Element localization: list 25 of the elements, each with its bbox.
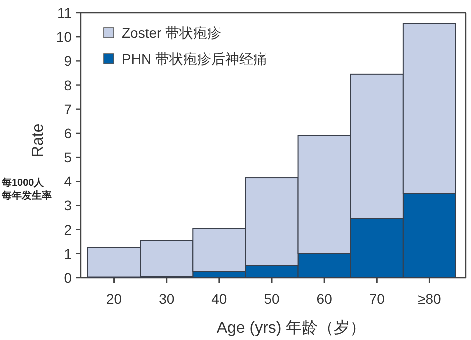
y-tick-label: 11 [57,5,72,21]
text: 每年发生率 [1,190,52,202]
x-tick-label: 40 [212,291,228,307]
x-axis-title: Age (yrs) 年龄（岁） [216,319,366,337]
y-tick-label: 6 [64,125,72,142]
x-tick-label: 30 [159,291,175,307]
legend-label: PHN 带状疱疹后神经痛 [122,51,268,67]
y-tick-label: 0 [64,270,72,286]
x-tick-label: 50 [264,291,280,307]
y-tick-label: 2 [64,222,72,238]
y-tick-label: 8 [64,77,72,94]
y-tick-label: 4 [64,174,72,190]
y-tick-label: 9 [64,53,72,70]
x-tick-label: 70 [369,291,386,307]
y-tick-label: 5 [64,150,72,166]
y-tick-label: 10 [56,29,72,46]
x-tick-label: ≥80 [418,291,442,307]
text: 每1000人 [1,177,46,189]
legend-label: Zoster 带状疱疹 [122,25,222,41]
y-tick-label: 1 [64,246,72,262]
x-tick-label: 20 [106,291,122,307]
y-tick-label: 7 [64,101,72,118]
y-axis-title: Rate [30,124,47,158]
x-tick-label: 60 [316,291,333,307]
y-tick-label: 3 [64,198,72,214]
